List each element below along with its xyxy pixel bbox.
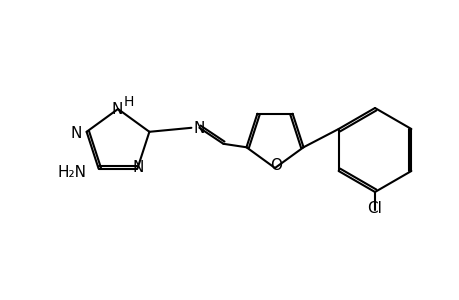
Text: N: N xyxy=(132,160,144,175)
Text: N: N xyxy=(193,121,204,136)
Text: Cl: Cl xyxy=(367,201,381,216)
Text: H: H xyxy=(124,95,134,109)
Text: H₂N: H₂N xyxy=(57,165,86,180)
Text: O: O xyxy=(269,158,281,173)
Text: N: N xyxy=(70,126,81,141)
Text: N: N xyxy=(111,102,123,117)
